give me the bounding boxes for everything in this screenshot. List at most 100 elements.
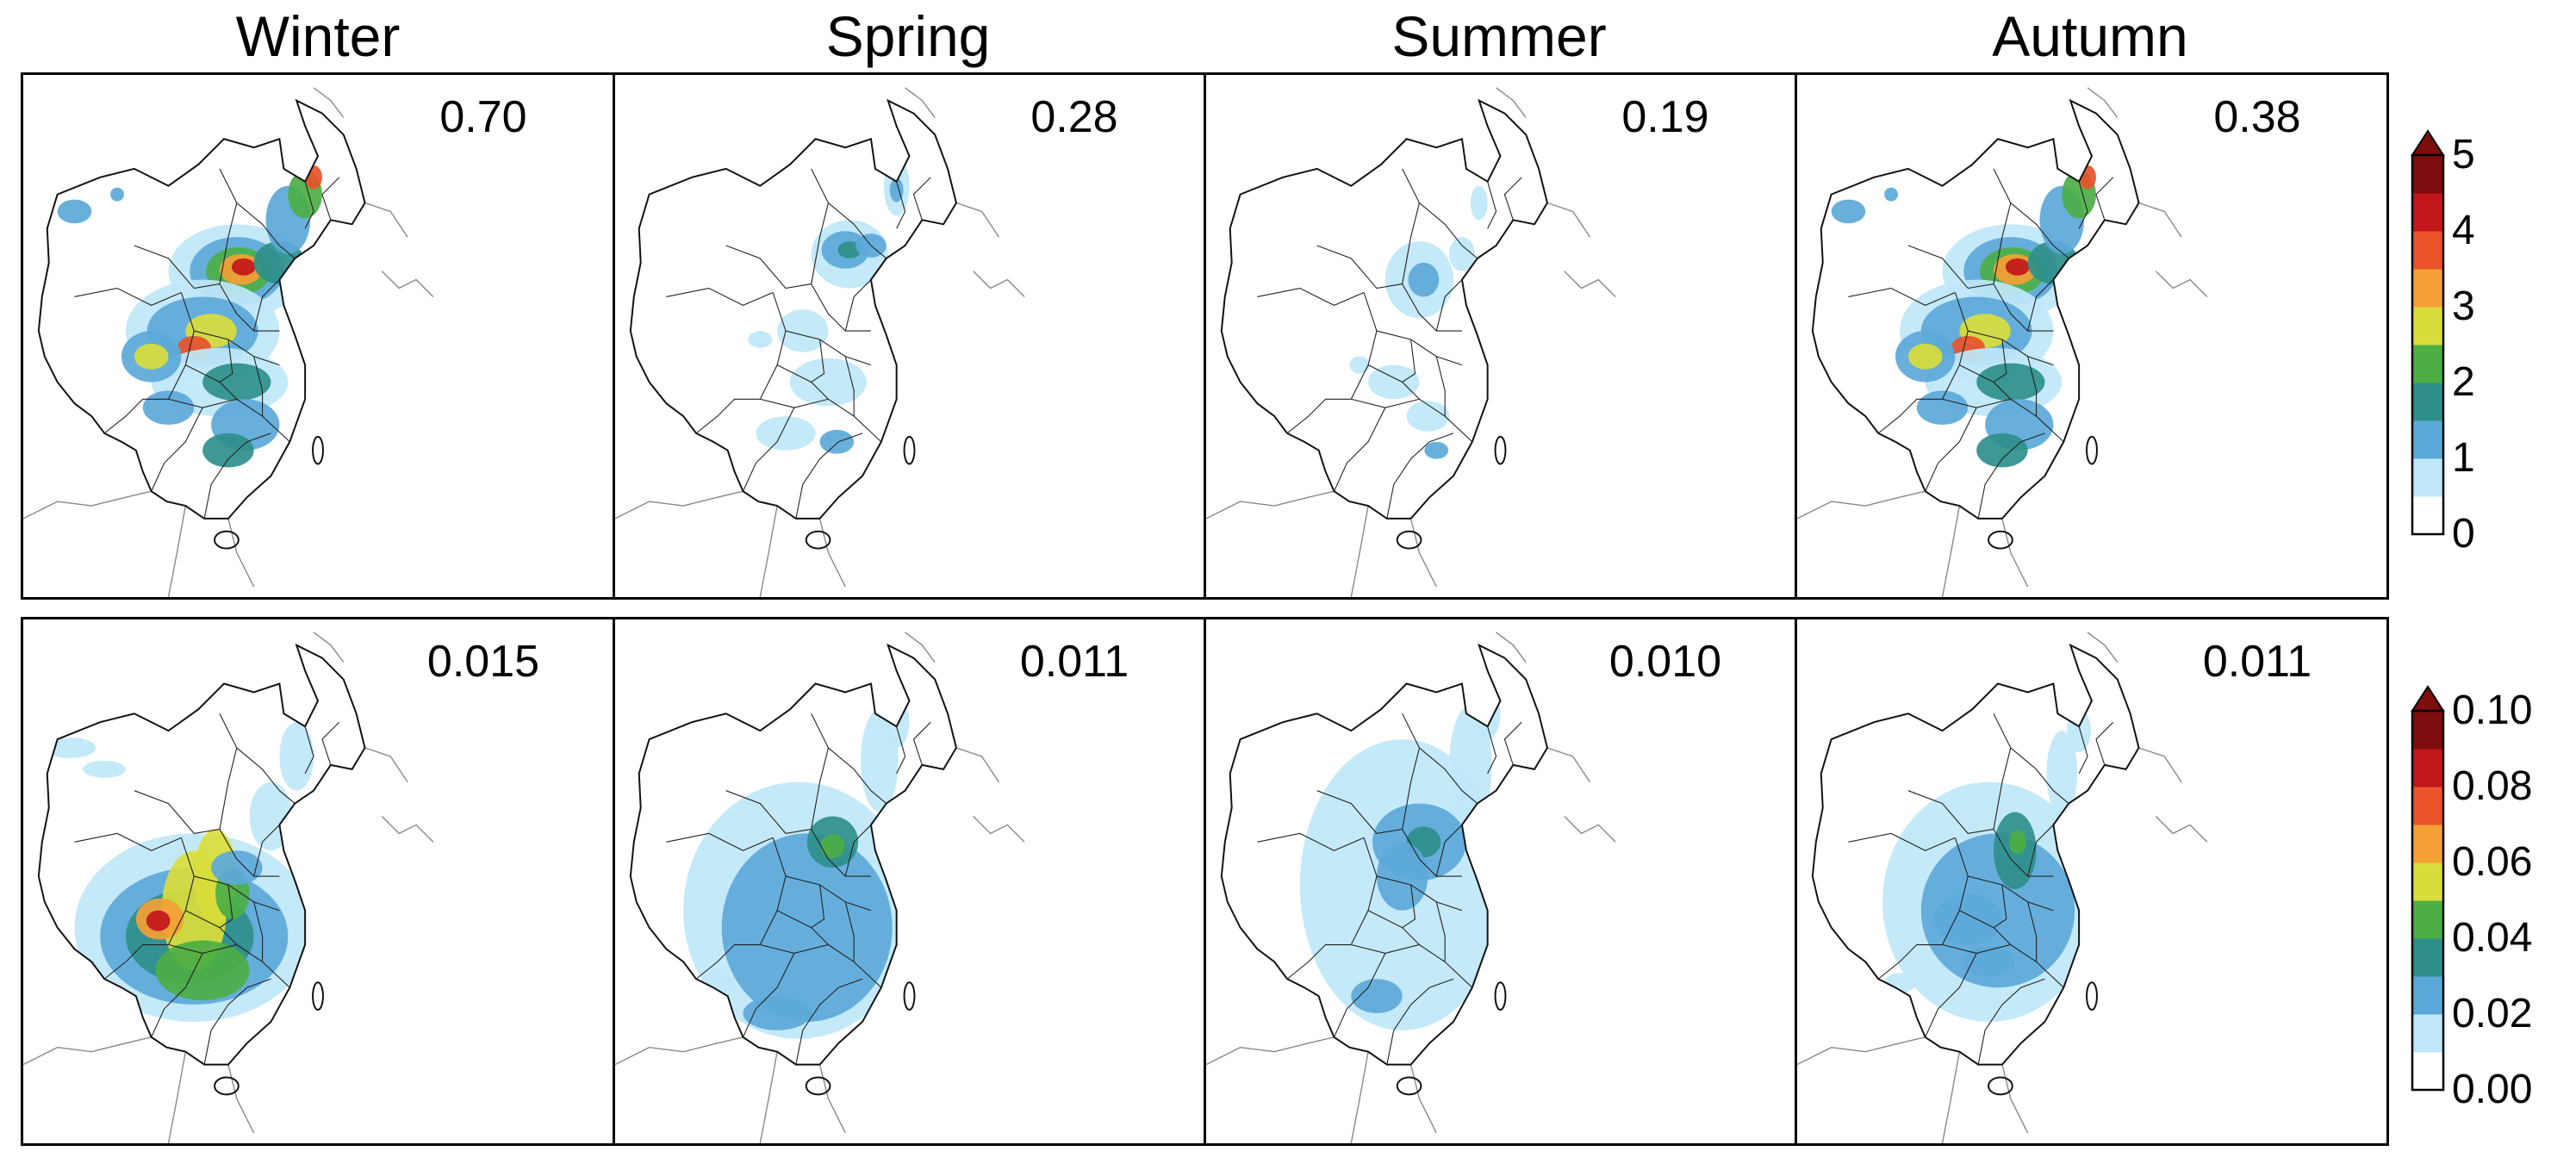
province-boundary bbox=[1333, 953, 1386, 1038]
province-boundary bbox=[103, 398, 169, 434]
field-shading bbox=[748, 156, 910, 454]
province-boundary bbox=[1316, 790, 1403, 834]
taiwan-island bbox=[312, 981, 324, 1011]
province-boundary bbox=[896, 181, 906, 229]
province-boundary bbox=[219, 283, 280, 332]
concentration-patch bbox=[883, 696, 910, 749]
hainan-island bbox=[1396, 530, 1422, 550]
panel-mean-value: 0.70 bbox=[439, 92, 527, 142]
neighbor-boundary bbox=[615, 490, 744, 520]
province-boundary bbox=[253, 356, 264, 417]
province-boundary bbox=[1942, 398, 2064, 443]
province-boundary bbox=[1993, 168, 2012, 284]
province-boundary bbox=[236, 747, 296, 805]
colorbar-tick-label: 0.02 bbox=[2452, 991, 2533, 1036]
taiwan-island bbox=[903, 981, 916, 1011]
concentration-patch bbox=[202, 363, 271, 401]
province-boundary bbox=[2027, 356, 2038, 417]
colorbar-tick-label: 0 bbox=[2452, 511, 2475, 557]
taiwan-island bbox=[1494, 435, 1507, 465]
concentration-patch bbox=[1449, 705, 1492, 825]
hainan-island bbox=[805, 530, 831, 550]
province-boundary bbox=[1977, 433, 2045, 520]
concentration-patch bbox=[1963, 946, 2015, 978]
province-boundary bbox=[1487, 181, 1497, 229]
province-boundary bbox=[1402, 884, 1416, 929]
concentration-patch bbox=[211, 850, 263, 885]
province-boundary bbox=[1402, 829, 1462, 877]
province-boundary bbox=[1402, 713, 1421, 830]
colorbar-tick-label: 2 bbox=[2452, 359, 2475, 405]
colorbar-segment bbox=[2412, 383, 2443, 421]
colorbar-row1: 5 4 3 2 1 0 bbox=[2411, 121, 2576, 555]
hainan-island bbox=[1988, 1076, 2013, 1096]
neighbor-boundary bbox=[615, 1036, 744, 1066]
province-boundary bbox=[811, 829, 871, 877]
province-boundary bbox=[151, 953, 203, 1038]
province-boundary bbox=[1503, 177, 1522, 221]
province-boundary bbox=[1959, 910, 2012, 945]
colorbar-segment bbox=[2412, 900, 2443, 939]
neighbor-boundary bbox=[1941, 1051, 1961, 1143]
province-boundary bbox=[2010, 202, 2069, 259]
province-boundary bbox=[1942, 292, 1969, 400]
concentration-patch bbox=[1406, 401, 1450, 432]
concentration-patch bbox=[789, 358, 868, 407]
province-boundary bbox=[912, 177, 931, 221]
neighbor-boundary bbox=[955, 202, 1000, 238]
colorbar-row2: 0.10 0.08 0.06 0.04 0.02 0.00 bbox=[2411, 676, 2576, 1111]
field-shading bbox=[1349, 185, 1488, 459]
province-boundary bbox=[134, 790, 221, 834]
province-boundary bbox=[1925, 953, 1977, 1038]
province-boundary bbox=[1376, 875, 1463, 912]
colorbar-tick-label: 0.06 bbox=[2452, 839, 2533, 885]
concentration-patch bbox=[1474, 688, 1501, 740]
country-outline bbox=[37, 98, 366, 520]
colorbar-segment bbox=[2412, 787, 2443, 825]
province-boundary bbox=[321, 721, 340, 766]
neighbor-boundary bbox=[955, 747, 1000, 783]
panel-mean-value: 0.011 bbox=[2202, 637, 2312, 687]
province-boundary bbox=[759, 292, 787, 400]
colorbar-segment bbox=[2412, 269, 2443, 308]
china-map bbox=[1797, 632, 2208, 1143]
province-boundary bbox=[304, 181, 314, 229]
province-boundary bbox=[811, 713, 830, 830]
concentration-patch bbox=[721, 833, 893, 1022]
province-boundary bbox=[1286, 943, 1352, 980]
neighbor-boundary bbox=[759, 505, 778, 597]
province-boundary bbox=[168, 943, 290, 988]
colorbar-extend-arrow bbox=[2411, 129, 2445, 156]
country-outline bbox=[1811, 643, 2140, 1066]
concentration-patch bbox=[2008, 830, 2026, 855]
concentration-patch bbox=[889, 177, 904, 202]
concentration-patch bbox=[1408, 262, 1440, 297]
neighbor-boundary bbox=[1564, 816, 1616, 843]
concentration-patch bbox=[146, 910, 171, 931]
colorbar-segment bbox=[2412, 1014, 2443, 1053]
colorbar-gradient bbox=[2411, 129, 2445, 536]
map-panel-summer-row2: 0.010 bbox=[1204, 617, 1797, 1146]
colorbar-tick-label: 3 bbox=[2452, 283, 2475, 329]
colorbar-segment bbox=[2412, 420, 2443, 459]
province-boundary bbox=[1977, 978, 2045, 1065]
china-map bbox=[1797, 87, 2208, 597]
province-boundary bbox=[1350, 292, 1378, 400]
panel-mean-value: 0.011 bbox=[1019, 637, 1129, 687]
taiwan-island bbox=[2086, 981, 2098, 1011]
map-panel-spring-row1: 0.28 bbox=[613, 72, 1206, 600]
province-boundary bbox=[844, 356, 855, 417]
hainan-island bbox=[1988, 530, 2013, 550]
concentration-patch bbox=[820, 834, 845, 859]
colorbar-segment bbox=[2412, 825, 2443, 863]
china-map bbox=[1206, 87, 1616, 597]
colorbar-segment bbox=[2412, 193, 2443, 232]
province-boundary bbox=[1386, 978, 1454, 1065]
province-boundary bbox=[811, 168, 830, 284]
neighbor-boundary bbox=[167, 505, 187, 597]
neighbor-boundary bbox=[1546, 747, 1591, 783]
province-boundary bbox=[1435, 356, 1446, 417]
province-boundary bbox=[1487, 726, 1497, 775]
neighbor-boundary bbox=[1206, 1036, 1335, 1066]
concentration-patch bbox=[1449, 237, 1475, 271]
